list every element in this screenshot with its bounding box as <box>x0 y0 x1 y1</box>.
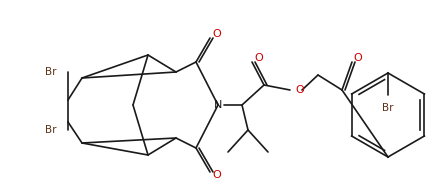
Text: O: O <box>295 85 304 95</box>
Text: Br: Br <box>382 103 394 113</box>
Text: O: O <box>255 53 263 63</box>
Text: Br: Br <box>44 125 56 135</box>
Text: Br: Br <box>44 67 56 77</box>
Text: N: N <box>214 100 222 110</box>
Text: O: O <box>213 29 221 39</box>
Text: O: O <box>354 53 362 63</box>
Text: O: O <box>213 170 221 180</box>
